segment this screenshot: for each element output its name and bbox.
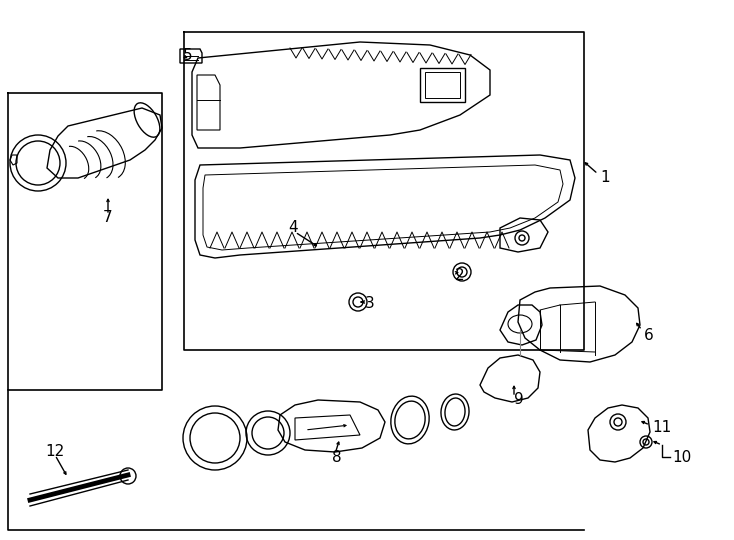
- Text: 2: 2: [455, 268, 465, 284]
- Text: 11: 11: [652, 420, 672, 435]
- Text: 4: 4: [288, 220, 297, 235]
- Text: 8: 8: [332, 449, 341, 464]
- Text: 10: 10: [672, 449, 691, 464]
- Text: 5: 5: [183, 48, 192, 63]
- Text: 7: 7: [103, 211, 113, 226]
- Text: 3: 3: [365, 296, 375, 312]
- Text: 9: 9: [514, 393, 524, 408]
- Text: 6: 6: [644, 327, 654, 342]
- Text: 1: 1: [600, 171, 610, 186]
- Text: 12: 12: [46, 444, 65, 460]
